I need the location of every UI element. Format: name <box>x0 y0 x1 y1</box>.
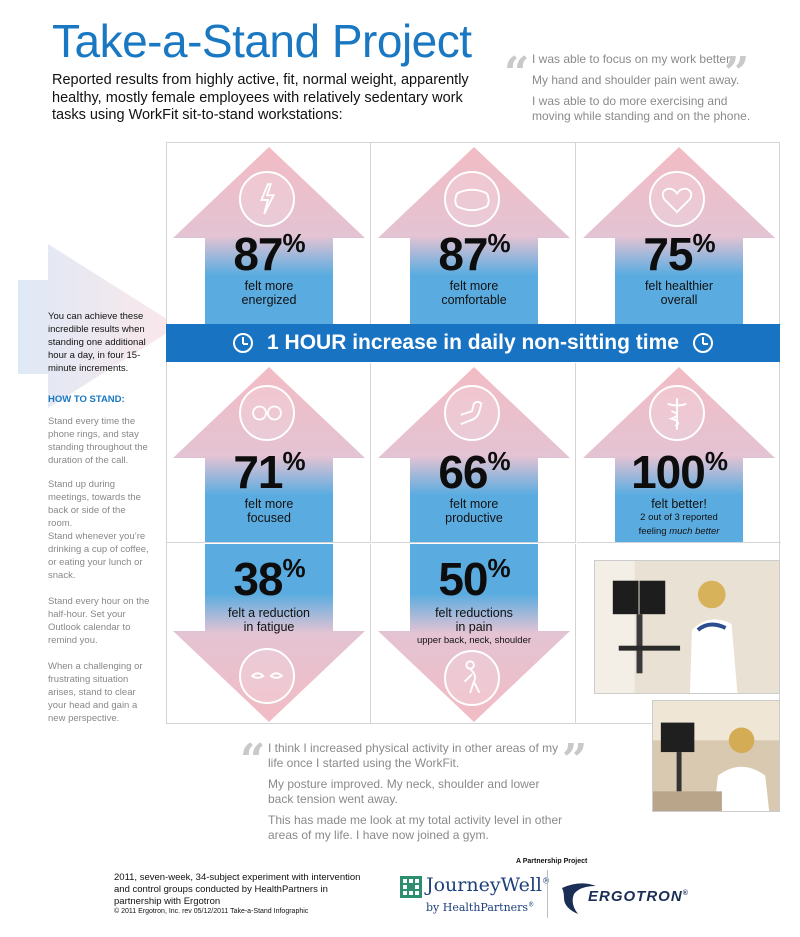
quote-line: This has made me look at my total activi… <box>268 813 563 842</box>
journeywell-name: JourneyWell <box>426 874 542 896</box>
journeywell-subtitle: by HealthPartners <box>426 901 529 914</box>
quote-line: I was able to focus on my work better. <box>532 52 733 66</box>
quote-line: I was able to do more exercising and mov… <box>532 94 751 123</box>
stat-cell-productive: 66% felt more productive <box>372 363 576 543</box>
ergotron-logo: ERGOTRON® <box>558 878 728 918</box>
stat-cell-healthier: 75% felt healthier overall <box>577 143 781 325</box>
stat-label: felt more energized <box>241 279 297 307</box>
stat-value: 38% <box>233 553 305 605</box>
bent-person-icon <box>444 650 500 706</box>
down-arrow-shape <box>378 544 570 722</box>
stat-value: 50% <box>438 553 510 605</box>
close-quote-icon: ” <box>562 735 588 786</box>
stat-value: 87% <box>438 228 510 280</box>
stat-cell-energized: 87% felt more energized <box>167 143 371 325</box>
side-arrow-graphic <box>18 244 178 408</box>
open-quote-icon: “ <box>240 735 266 786</box>
journeywell-mark-icon <box>400 876 422 898</box>
stat-label: felt better! 2 out of 3 reported feeling… <box>638 497 720 537</box>
up-arrow-path <box>378 367 570 542</box>
binoculars-icon <box>239 385 295 441</box>
hour-increase-banner: 1 HOUR increase in daily non-sitting tim… <box>166 324 780 362</box>
up-arrow-path <box>173 147 365 324</box>
up-arrow-path <box>583 367 775 542</box>
journeywell-logo: JourneyWell® by HealthPartners® <box>400 874 550 920</box>
tired-eyes-icon <box>239 648 295 704</box>
page-title: Take-a-Stand Project <box>52 15 472 67</box>
stand-tip: Stand whenever you’re drinking a cup of … <box>48 531 149 581</box>
intro-text: Reported results from highly active, fit… <box>52 72 469 123</box>
stat-label: felt reductions in pain upper back, neck… <box>416 606 532 646</box>
stat-label: felt more focused <box>244 497 294 525</box>
up-arrow-path <box>583 147 775 324</box>
stat-value: 71% <box>233 446 305 498</box>
stand-tip: When a challenging or frustrating situat… <box>48 661 143 724</box>
up-arrow-shape <box>583 147 775 324</box>
ergotron-name: ERGOTRON <box>588 888 683 905</box>
testimonial-quote-top: “ ” I was able to focus on my work bette… <box>504 48 776 130</box>
lightning-head-icon <box>239 171 295 227</box>
stat-value: 100% <box>631 446 728 498</box>
stat-cell-pain: 50% felt reductions in pain upper back, … <box>372 544 576 724</box>
clock-icon <box>692 333 713 353</box>
up-arrow-shape <box>583 367 775 542</box>
pillow-icon <box>444 171 500 227</box>
stats-grid: 87% felt more energized 87% felt more comf… <box>166 142 781 724</box>
up-arrow-path <box>378 147 570 324</box>
stat-label: felt healthier overall <box>644 279 714 307</box>
stand-tip: Stand every hour on the half-hour. Set y… <box>48 596 150 646</box>
up-arrow-path <box>173 367 365 542</box>
stat-label: felt a reduction in fatigue <box>228 606 310 634</box>
up-arrow-shape <box>378 367 570 542</box>
stand-tip: Stand every time the phone rings, and st… <box>48 416 148 466</box>
phone-call-photo <box>652 700 780 812</box>
down-arrow-shape <box>173 544 365 722</box>
down-arrow-path <box>173 544 365 722</box>
ergotron-swoosh-icon <box>562 883 596 914</box>
up-arrow-shape <box>173 147 365 324</box>
stat-cell-focused: 71% felt more focused <box>167 363 371 543</box>
up-arrow-shape <box>378 147 570 324</box>
quote-line: My hand and shoulder pain went away. <box>532 73 740 87</box>
stat-cell-better: 100% felt better! 2 out of 3 reported fe… <box>577 363 781 543</box>
down-arrow-path <box>378 544 570 722</box>
quote-line: My posture improved. My neck, shoulder a… <box>268 777 540 806</box>
copyright: © 2011 Ergotron, Inc. rev 05/12/2011 Tak… <box>114 908 309 915</box>
logo-divider <box>547 870 548 918</box>
study-description: 2011, seven-week, 34-subject experiment … <box>114 872 361 907</box>
stand-tip: Stand up during meetings, towards the ba… <box>48 479 141 529</box>
clock-icon <box>233 333 254 353</box>
heart-icon <box>649 171 705 227</box>
open-quote-icon: “ <box>504 48 530 99</box>
stat-cell-fatigue: 38% felt a reduction in fatigue <box>167 544 371 724</box>
how-to-stand-heading: HOW TO STAND: <box>48 394 125 405</box>
stat-value: 66% <box>438 446 510 498</box>
sidebar-lead: You can achieve these incredible results… <box>48 311 146 374</box>
stat-value: 87% <box>233 228 305 280</box>
standing-desk-photo <box>594 560 780 694</box>
partnership-label: A Partnership Project <box>516 858 588 865</box>
stat-value: 75% <box>643 228 715 280</box>
stat-cell-comfortable: 87% felt more comfortable <box>372 143 576 325</box>
stat-label: felt more productive <box>445 497 503 525</box>
up-arrow-shape <box>173 367 365 542</box>
testimonial-quote-bottom: “ ” I think I increased physical activit… <box>240 735 592 849</box>
quote-line: I think I increased physical activity in… <box>268 741 559 770</box>
flexing-arm-icon <box>444 385 500 441</box>
caduceus-icon <box>649 385 705 441</box>
stat-label: felt more comfortable <box>441 279 507 307</box>
close-quote-icon: ” <box>724 48 750 99</box>
